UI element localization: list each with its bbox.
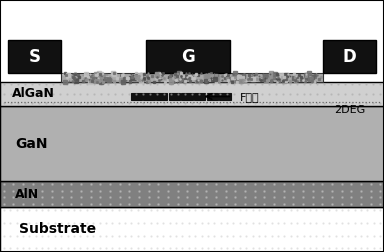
Text: D: D — [343, 48, 356, 66]
Bar — [146, 40, 230, 73]
Text: AlGaN: AlGaN — [12, 87, 55, 101]
Bar — [0, 181, 384, 207]
Bar — [0, 207, 384, 252]
Text: GaN: GaN — [15, 137, 48, 151]
Bar — [8, 40, 61, 73]
Bar — [0, 106, 384, 181]
Bar — [207, 93, 218, 100]
Bar — [143, 93, 155, 100]
Text: S: S — [28, 48, 41, 66]
Bar — [131, 93, 142, 100]
Bar — [323, 40, 376, 73]
Bar — [194, 93, 205, 100]
Bar — [169, 93, 180, 100]
Bar — [61, 73, 323, 82]
Bar — [156, 93, 167, 100]
Text: AlN: AlN — [15, 188, 40, 201]
Bar — [0, 82, 384, 106]
Bar — [219, 93, 231, 100]
Bar — [181, 93, 193, 100]
Text: F离子: F离子 — [240, 91, 260, 102]
Text: 2DEG: 2DEG — [334, 105, 365, 115]
Text: Substrate: Substrate — [19, 222, 96, 236]
Text: G: G — [181, 48, 195, 66]
